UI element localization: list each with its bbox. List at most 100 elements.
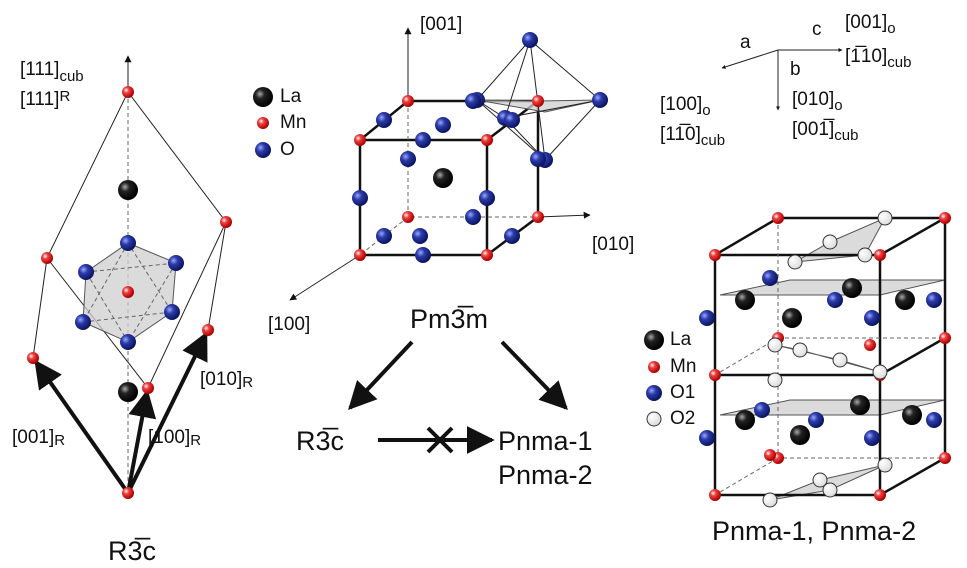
o-atom <box>522 32 538 48</box>
o2-atom <box>768 338 782 352</box>
o-atom <box>926 292 942 308</box>
mn-atom <box>122 86 134 98</box>
legend-label: La <box>280 86 302 107</box>
label-main: [1̅10] <box>845 46 887 67</box>
mn-atom <box>354 134 366 146</box>
o2-atom <box>823 235 837 249</box>
mn-atom <box>220 216 232 228</box>
o-atom <box>376 228 392 244</box>
legend-label: Mn <box>670 356 696 377</box>
mn-atom <box>41 252 53 264</box>
axis-label: [010]R <box>200 369 253 391</box>
legend-label: Mn <box>280 112 306 133</box>
figure: [111]cub [111]R [001]R [100]R [010]R R3̅… <box>0 0 967 568</box>
mn-atom <box>764 449 776 461</box>
mn-atom <box>481 134 493 146</box>
axis-label: [1̅10]cub <box>845 46 911 71</box>
la-atom <box>895 290 915 310</box>
o-atom <box>78 264 94 280</box>
o-atom <box>808 412 824 428</box>
o-atom <box>376 112 392 128</box>
mn-atom <box>648 361 660 373</box>
o2-atom <box>768 373 782 387</box>
o2-atom <box>763 493 777 507</box>
o-atom <box>504 112 520 128</box>
axis-letter: b <box>790 59 801 80</box>
legend-label: O <box>280 139 295 160</box>
label-main: [100] <box>148 427 190 448</box>
o-atom <box>435 117 451 133</box>
mn-atom <box>709 249 721 261</box>
orthorhombic-frame <box>715 218 945 500</box>
o-atom <box>255 142 271 158</box>
la-atom <box>902 405 922 425</box>
la-atom <box>842 278 862 298</box>
cubic-title: Pm3̅m <box>410 304 488 334</box>
la-atom <box>118 180 138 200</box>
axis-label: [001̅]cub <box>792 119 858 144</box>
label-main: [001] <box>12 427 54 448</box>
la-atom <box>735 290 755 310</box>
mn-atom <box>709 369 721 381</box>
cubic-frame <box>290 28 600 300</box>
la-atom <box>433 168 453 188</box>
o2-atom <box>647 412 661 426</box>
axis-label: [001]R <box>12 427 65 449</box>
mn-atom <box>772 212 784 224</box>
mn-atom <box>939 212 951 224</box>
mn-atom <box>27 352 39 364</box>
o-atom <box>120 235 136 251</box>
rhombohedral-frame <box>33 56 226 493</box>
label-sub: o <box>702 102 710 119</box>
axis-label: [010]o <box>792 89 843 114</box>
o2-atom <box>873 365 887 379</box>
o2-atom <box>788 255 802 269</box>
o-atom <box>400 151 416 167</box>
o-atom <box>864 430 880 446</box>
mn-atom <box>257 117 269 129</box>
axis-label: [100]o <box>660 94 711 119</box>
mn-atom <box>532 95 544 107</box>
o2-atom <box>878 458 892 472</box>
o2-atom <box>833 353 847 367</box>
o-atom <box>530 151 546 167</box>
o-atom <box>699 430 715 446</box>
axis-letter: a <box>740 32 751 53</box>
label-main: [100] <box>660 94 702 115</box>
mn-atom <box>481 249 493 261</box>
la-atom <box>850 395 870 415</box>
axis-label: [010] <box>592 234 634 255</box>
mn-atom <box>402 95 414 107</box>
label-sub: R <box>59 88 70 105</box>
label-main: [001̅] <box>792 119 835 140</box>
mn-atom <box>122 286 134 298</box>
la-atom <box>253 87 273 107</box>
la-atom <box>644 330 664 350</box>
mn-atom <box>939 452 951 464</box>
legend-label: O2 <box>670 408 695 429</box>
o-atom <box>168 255 184 271</box>
mn-atom <box>709 489 721 501</box>
orthorhombic-title: Pnma-1, Pnma-2 <box>712 516 916 546</box>
o-atom <box>864 310 880 326</box>
o-atom <box>120 334 136 350</box>
o-atom <box>754 402 770 418</box>
mn-atom <box>939 332 951 344</box>
axis-label: [100] <box>268 314 310 335</box>
label-sub: R <box>190 432 201 449</box>
mn-atom <box>122 487 134 499</box>
legend-label: La <box>670 329 692 350</box>
label-sub: cub <box>887 54 911 71</box>
label-sub: o <box>887 20 895 37</box>
axis-label: [100]R <box>148 427 201 449</box>
o2-atom <box>823 483 837 497</box>
o-atom <box>827 292 843 308</box>
mn-atom <box>354 249 366 261</box>
rhombohedral-title: R3̅c <box>108 536 156 566</box>
transition-to: Pnma-2 <box>498 460 593 490</box>
la-atom <box>735 410 755 430</box>
axis-label: [111]R <box>20 88 70 110</box>
mn-atom <box>874 489 886 501</box>
mn-atom <box>402 211 414 223</box>
label-sub: R <box>242 374 253 391</box>
